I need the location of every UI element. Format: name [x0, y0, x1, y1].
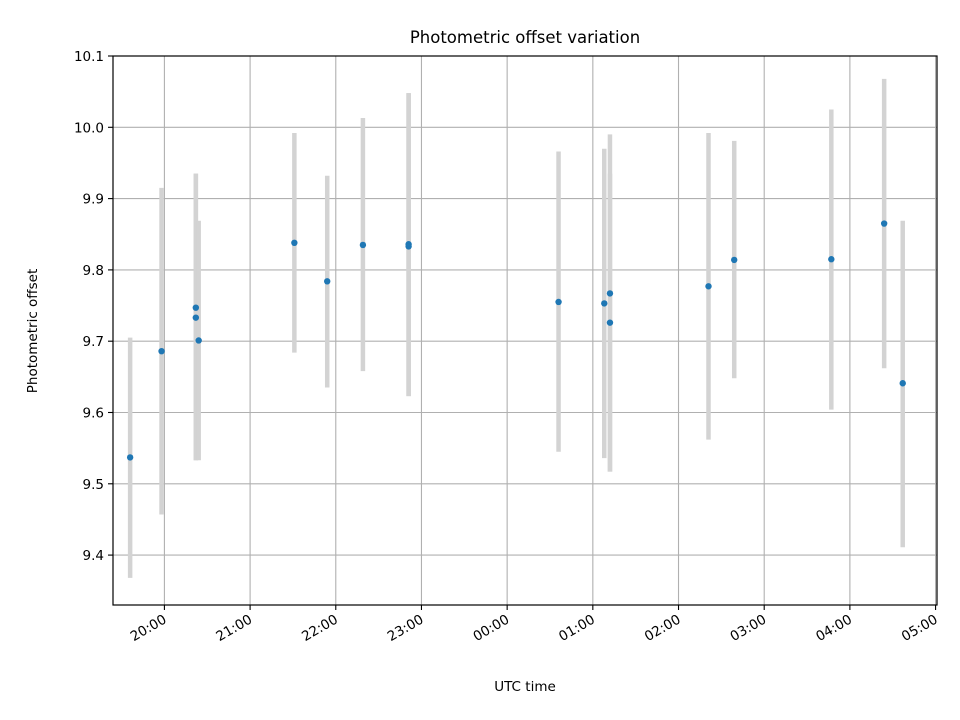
y-tick-label: 10.1 [74, 49, 104, 65]
plot-frame [112, 55, 938, 606]
data-point [359, 241, 367, 249]
data-point [705, 283, 712, 290]
data-point [291, 239, 298, 247]
data-point [405, 243, 412, 250]
y-tick-label: 9.5 [83, 477, 104, 493]
data-point [195, 337, 202, 344]
chart-title: Photometric offset variation [410, 28, 640, 47]
data-point [126, 454, 134, 461]
y-tick-label: 9.9 [83, 192, 104, 208]
data-point [606, 319, 614, 326]
y-tick-label: 9.4 [83, 548, 104, 564]
data-point [828, 256, 835, 263]
y-tick-label: 10.0 [74, 120, 104, 136]
x-axis-label: UTC time [494, 679, 556, 695]
data-points [126, 220, 906, 461]
data-point [192, 304, 200, 311]
data-point [601, 300, 608, 307]
y-axis-label: Photometric offset [25, 269, 41, 393]
y-axis-ticks: 9.4 9.5 9.6 9.7 9.8 9.9 10.0 10.1 [74, 49, 113, 564]
data-point [192, 314, 200, 321]
data-point [555, 298, 562, 306]
data-point [158, 347, 165, 355]
data-point [731, 256, 738, 264]
data-point [324, 278, 331, 285]
y-tick-label: 9.6 [83, 405, 104, 421]
data-point [606, 290, 614, 297]
y-tick-label: 9.7 [83, 334, 104, 350]
data-point [899, 380, 906, 387]
data-point [880, 220, 888, 227]
y-tick-label: 9.8 [83, 263, 104, 279]
